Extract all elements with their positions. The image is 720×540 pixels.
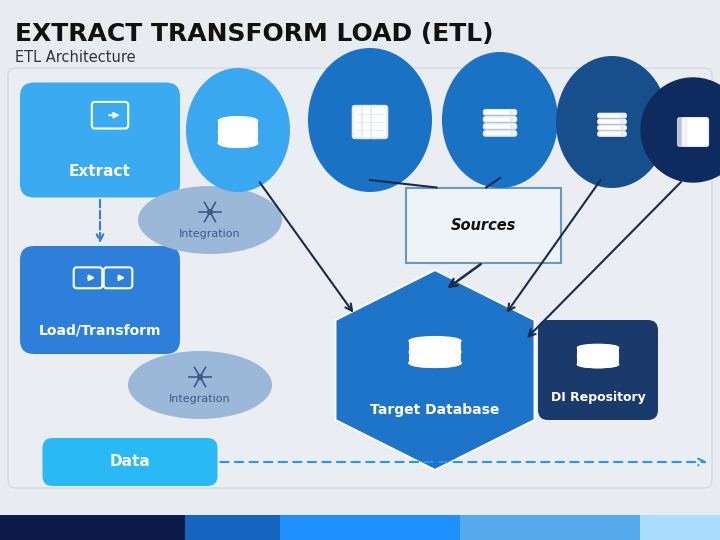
Bar <box>218 121 258 132</box>
Circle shape <box>510 118 513 121</box>
FancyBboxPatch shape <box>678 118 700 146</box>
Text: EXTRACT TRANSFORM LOAD (ETL): EXTRACT TRANSFORM LOAD (ETL) <box>15 22 493 46</box>
Circle shape <box>510 132 513 135</box>
Ellipse shape <box>409 359 461 368</box>
Text: Integration: Integration <box>179 229 240 239</box>
Ellipse shape <box>556 56 668 188</box>
Bar <box>218 132 258 143</box>
Ellipse shape <box>218 117 258 125</box>
Circle shape <box>510 111 513 114</box>
Circle shape <box>621 114 624 117</box>
FancyBboxPatch shape <box>682 118 704 146</box>
FancyBboxPatch shape <box>598 113 626 118</box>
Ellipse shape <box>308 48 432 192</box>
FancyBboxPatch shape <box>362 106 378 138</box>
FancyBboxPatch shape <box>686 118 708 146</box>
Text: Extract: Extract <box>69 165 131 179</box>
Bar <box>460 515 640 540</box>
Ellipse shape <box>218 138 258 147</box>
FancyBboxPatch shape <box>484 131 516 136</box>
FancyBboxPatch shape <box>484 124 516 129</box>
Ellipse shape <box>442 52 558 188</box>
Polygon shape <box>336 270 534 470</box>
Text: Integration: Integration <box>169 394 231 404</box>
FancyBboxPatch shape <box>42 438 217 486</box>
Circle shape <box>621 126 624 129</box>
Text: Target Database: Target Database <box>370 403 500 417</box>
FancyBboxPatch shape <box>538 320 658 420</box>
FancyBboxPatch shape <box>8 68 712 488</box>
Bar <box>0 515 185 540</box>
Circle shape <box>510 125 513 128</box>
Ellipse shape <box>409 336 461 346</box>
Ellipse shape <box>577 361 618 368</box>
FancyBboxPatch shape <box>20 246 180 354</box>
Ellipse shape <box>138 186 282 254</box>
Ellipse shape <box>577 353 618 360</box>
Text: Load/Transform: Load/Transform <box>39 323 161 337</box>
Bar <box>280 515 460 540</box>
Circle shape <box>207 210 212 214</box>
Ellipse shape <box>218 127 258 137</box>
Text: Data: Data <box>109 455 150 469</box>
Circle shape <box>621 133 624 135</box>
Bar <box>577 348 618 356</box>
Text: DI Repository: DI Repository <box>551 392 645 404</box>
FancyBboxPatch shape <box>598 125 626 130</box>
FancyBboxPatch shape <box>353 106 369 138</box>
Ellipse shape <box>218 138 258 147</box>
Circle shape <box>641 78 720 182</box>
Text: Sources: Sources <box>450 218 516 233</box>
Ellipse shape <box>128 351 272 419</box>
Circle shape <box>621 120 624 123</box>
FancyBboxPatch shape <box>405 187 560 262</box>
Ellipse shape <box>577 344 618 351</box>
Circle shape <box>197 375 202 380</box>
FancyBboxPatch shape <box>20 83 180 198</box>
FancyBboxPatch shape <box>598 119 626 124</box>
FancyBboxPatch shape <box>371 106 387 138</box>
Bar <box>577 356 618 364</box>
Ellipse shape <box>186 68 290 192</box>
Bar <box>409 341 461 352</box>
FancyBboxPatch shape <box>598 132 626 136</box>
FancyBboxPatch shape <box>484 110 516 115</box>
Bar <box>409 352 461 363</box>
Text: ETL Architecture: ETL Architecture <box>15 50 135 65</box>
Ellipse shape <box>409 348 461 356</box>
FancyBboxPatch shape <box>484 117 516 122</box>
Bar <box>185 515 280 540</box>
Ellipse shape <box>409 359 461 368</box>
Ellipse shape <box>577 361 618 368</box>
Bar <box>640 515 720 540</box>
